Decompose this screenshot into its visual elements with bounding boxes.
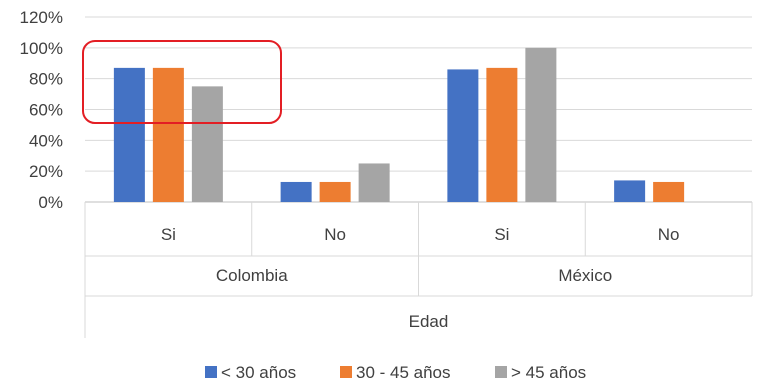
bar — [319, 181, 351, 202]
y-tick-label: 0% — [38, 193, 63, 212]
y-tick-label: 20% — [29, 162, 63, 181]
category-label: Si — [494, 225, 509, 244]
bar — [614, 180, 646, 202]
y-tick-label: 40% — [29, 131, 63, 150]
category-label: No — [658, 225, 680, 244]
bar — [525, 47, 557, 203]
category-label: No — [324, 225, 346, 244]
axis-title: Edad — [409, 312, 449, 331]
legend-swatch — [205, 366, 217, 378]
legend-label: > 45 años — [511, 363, 586, 382]
legend-label: < 30 años — [221, 363, 296, 382]
category-label: Si — [161, 225, 176, 244]
group-label: Colombia — [216, 266, 288, 285]
bar — [447, 69, 479, 203]
bar — [113, 67, 145, 202]
y-tick-label: 120% — [20, 8, 63, 27]
legend-label: 30 - 45 años — [356, 363, 451, 382]
bar — [653, 181, 685, 202]
legend-swatch — [340, 366, 352, 378]
group-label: México — [558, 266, 612, 285]
y-tick-label: 60% — [29, 101, 63, 120]
bar — [358, 163, 390, 202]
bar — [152, 67, 184, 202]
bar — [191, 86, 223, 202]
bar — [280, 181, 312, 202]
y-tick-label: 100% — [20, 39, 63, 58]
y-tick-label: 80% — [29, 70, 63, 89]
highlight-box — [82, 40, 282, 124]
legend-swatch — [495, 366, 507, 378]
bar — [486, 67, 518, 202]
